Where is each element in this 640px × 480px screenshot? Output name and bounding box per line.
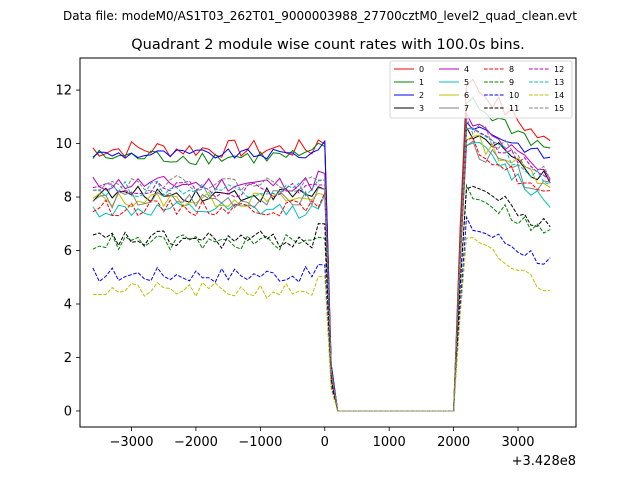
legend-frame	[389, 60, 573, 119]
x-tick-label: 3000	[501, 435, 534, 450]
x-axis: −3000 −2000 −1000 0 1000 2000 3000	[110, 427, 535, 450]
legend-label-14: 14	[554, 91, 564, 100]
legend-label-11: 11	[509, 104, 519, 113]
y-tick-label: 4	[64, 298, 72, 313]
x-tick-label: −3000	[110, 435, 154, 450]
legend-label-13: 13	[554, 78, 564, 87]
legend-label-1: 1	[419, 78, 424, 87]
x-offset-label: +3.428e8	[512, 454, 576, 469]
y-axis: 0 2 4 6 8 10 12	[55, 84, 80, 419]
series-layer	[92, 78, 551, 412]
legend-label-3: 3	[419, 104, 424, 113]
y-tick-label: 12	[55, 84, 72, 99]
y-tick-label: 8	[64, 191, 72, 206]
series-line-4	[92, 111, 551, 412]
legend-label-8: 8	[509, 65, 514, 74]
suptitle: Data file: modeM0/AS1T03_262T01_90000039…	[63, 9, 577, 23]
series-line-11	[92, 185, 551, 412]
legend-label-15: 15	[554, 104, 564, 113]
legend-label-6: 6	[464, 91, 469, 100]
legend-label-5: 5	[464, 78, 469, 87]
series-line-13	[92, 127, 551, 412]
x-tick-label: −1000	[238, 435, 282, 450]
y-tick-label: 10	[55, 137, 72, 152]
legend-label-9: 9	[509, 78, 514, 87]
legend-label-2: 2	[419, 91, 424, 100]
y-tick-label: 0	[64, 404, 72, 419]
legend-label-12: 12	[554, 65, 564, 74]
legend-label-7: 7	[464, 104, 469, 113]
x-tick-label: 2000	[437, 435, 470, 450]
x-tick-label: −2000	[174, 435, 218, 450]
series-line-3	[92, 125, 551, 412]
series-line-14	[92, 237, 551, 412]
x-tick-label: 1000	[373, 435, 406, 450]
axes-frame	[79, 57, 577, 428]
y-tick-label: 6	[64, 244, 72, 259]
series-line-7	[92, 140, 551, 412]
series-line-9	[92, 183, 551, 412]
x-tick-label: 0	[321, 435, 329, 450]
series-line-10	[92, 215, 551, 412]
legend-label-10: 10	[509, 91, 519, 100]
legend-label-4: 4	[464, 65, 469, 74]
series-line-8	[92, 137, 551, 412]
legend-label-0: 0	[419, 65, 424, 74]
chart-title: Quadrant 2 module wise count rates with …	[131, 37, 525, 53]
series-line-6	[92, 134, 551, 412]
y-tick-label: 2	[64, 351, 72, 366]
